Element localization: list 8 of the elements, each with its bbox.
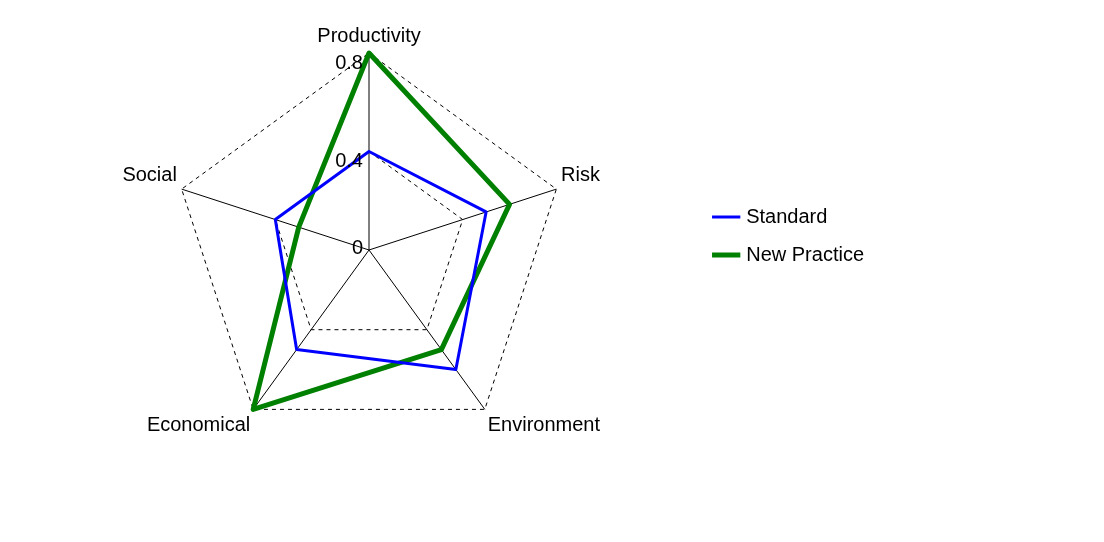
legend-label: Standard xyxy=(746,204,828,227)
y-tick-label: 0.8 xyxy=(335,50,363,73)
legend-label: New Practice xyxy=(746,242,864,265)
spoke-label: Productivity xyxy=(317,23,421,46)
spoke-label: Social xyxy=(122,163,177,186)
spoke-label: Environment xyxy=(487,412,601,435)
spoke-label: Economical xyxy=(146,412,251,435)
spoke-label: Risk xyxy=(561,163,601,186)
